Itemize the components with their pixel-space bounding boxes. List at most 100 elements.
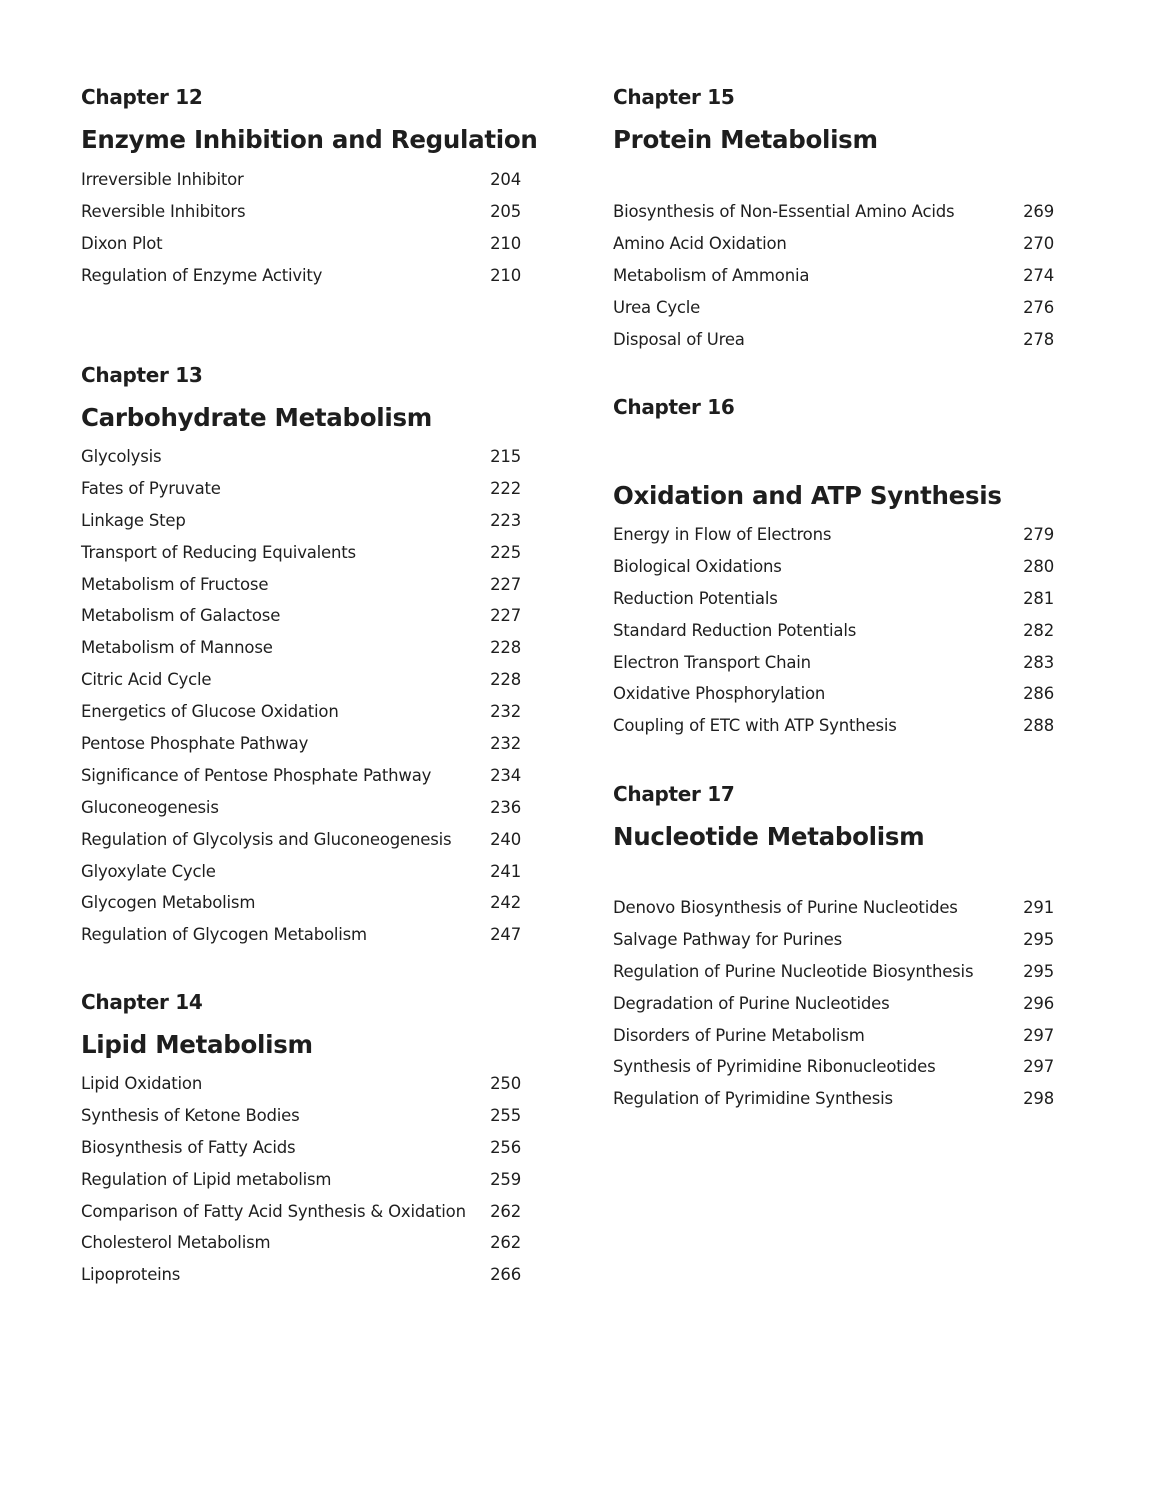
toc-entry[interactable]: Dixon Plot 210	[81, 228, 521, 260]
toc-entry[interactable]: Glycolysis 215	[81, 441, 521, 473]
entry-topic: Regulation of Glycolysis and Gluconeogen…	[81, 829, 452, 849]
entry-topic: Linkage Step	[81, 510, 186, 530]
toc-entry[interactable]: Regulation of Lipid metabolism 259	[81, 1164, 521, 1196]
toc-entry[interactable]: Biosynthesis of Non-Essential Amino Acid…	[613, 196, 1054, 228]
toc-entry[interactable]: Regulation of Purine Nucleotide Biosynth…	[613, 956, 1054, 988]
toc-entry[interactable]: Pentose Phosphate Pathway 232	[81, 728, 521, 760]
entry-topic: Coupling of ETC with ATP Synthesis	[613, 716, 897, 736]
toc-entry[interactable]: Significance of Pentose Phosphate Pathwa…	[81, 760, 521, 792]
entry-page-number: 291	[1023, 898, 1054, 917]
toc-entry[interactable]: Glyoxylate Cycle 241	[81, 856, 521, 888]
toc-entry[interactable]: Metabolism of Fructose 227	[81, 569, 521, 601]
entry-page-number: 295	[1023, 961, 1054, 981]
entry-topic: Salvage Pathway for Purines	[613, 929, 842, 949]
toc-entry[interactable]: Energetics of Glucose Oxidation 232	[81, 696, 521, 728]
entry-topic: Biosynthesis of Non-Essential Amino Acid…	[613, 202, 955, 221]
toc-entry[interactable]: Oxidative Phosphorylation 286	[613, 678, 1054, 710]
toc-entry[interactable]: Regulation of Glycogen Metabolism 247	[81, 919, 521, 951]
toc-entry[interactable]: Glycogen Metabolism 242	[81, 887, 521, 919]
entry-topic: Electron Transport Chain	[613, 652, 811, 672]
entry-page-number: 276	[1023, 297, 1054, 317]
entry-topic: Biological Oxidations	[613, 556, 782, 576]
entry-page-number: 280	[1023, 556, 1054, 576]
entry-page-number: 282	[1023, 620, 1054, 640]
entry-topic: Amino Acid Oxidation	[613, 233, 787, 253]
toc-entry[interactable]: Linkage Step 223	[81, 505, 521, 537]
entry-topic: Transport of Reducing Equivalents	[81, 542, 356, 562]
toc-entry[interactable]: Synthesis of Pyrimidine Ribonucleotides 2…	[613, 1051, 1054, 1083]
entry-page-number: 283	[1023, 652, 1054, 672]
toc-entry[interactable]: Energy in Flow of Electrons 279	[613, 519, 1054, 551]
entry-page-number: 278	[1023, 329, 1054, 349]
entry-topic: Glycolysis	[81, 447, 162, 466]
entry-topic: Glyoxylate Cycle	[81, 861, 216, 881]
entry-topic: Synthesis of Pyrimidine Ribonucleotides	[613, 1057, 936, 1077]
entry-page-number: 250	[490, 1074, 521, 1093]
entry-topic: Reversible Inhibitors	[81, 201, 246, 221]
toc-entry[interactable]: Biosynthesis of Fatty Acids 256	[81, 1132, 521, 1164]
entry-page-number: 241	[490, 861, 521, 881]
chapter-title: Enzyme Inhibition and Regulation	[81, 125, 538, 154]
entry-page-number: 262	[490, 1201, 521, 1221]
entry-topic: Degradation of Purine Nucleotides	[613, 993, 890, 1013]
toc-entry[interactable]: Salvage Pathway for Purines 295	[613, 924, 1054, 956]
toc-entry[interactable]: Lipid Oxidation 250	[81, 1068, 521, 1100]
chapter-label: Chapter 15	[613, 85, 735, 109]
entry-page-number: 288	[1023, 716, 1054, 736]
toc-entry[interactable]: Gluconeogenesis 236	[81, 792, 521, 824]
toc-entry[interactable]: Degradation of Purine Nucleotides 296	[613, 988, 1054, 1020]
toc-entry[interactable]: Disposal of Urea 278	[613, 324, 1054, 356]
chapter-label: Chapter 14	[81, 990, 203, 1014]
toc-entry[interactable]: Fates of Pyruvate 222	[81, 473, 521, 505]
entry-page-number: 279	[1023, 525, 1054, 544]
chapter-label: Chapter 17	[613, 782, 735, 806]
toc-entry[interactable]: Metabolism of Ammonia 274	[613, 260, 1054, 292]
toc-entry[interactable]: Denovo Biosynthesis of Purine Nucleotide…	[613, 892, 1054, 924]
toc-entry[interactable]: Reversible Inhibitors 205	[81, 196, 521, 228]
entry-page-number: 236	[490, 797, 521, 817]
toc-entry[interactable]: Disorders of Purine Metabolism 297	[613, 1020, 1054, 1052]
toc-entry[interactable]: Reduction Potentials 281	[613, 583, 1054, 615]
chapter-title: Carbohydrate Metabolism	[81, 403, 433, 432]
entry-page-number: 227	[490, 574, 521, 594]
entry-page-number: 262	[490, 1233, 521, 1253]
chapter-label: Chapter 16	[613, 395, 735, 419]
entry-page-number: 286	[1023, 684, 1054, 704]
toc-entry[interactable]: Standard Reduction Potentials 282	[613, 615, 1054, 647]
toc-entry[interactable]: Regulation of Glycolysis and Gluconeogen…	[81, 824, 521, 856]
toc-entry[interactable]: Biological Oxidations 280	[613, 551, 1054, 583]
toc-entry[interactable]: Cholesterol Metabolism 262	[81, 1227, 521, 1259]
toc-entry[interactable]: Transport of Reducing Equivalents 225	[81, 537, 521, 569]
toc-entry[interactable]: Regulation of Pyrimidine Synthesis 298	[613, 1083, 1054, 1115]
toc-entry[interactable]: Urea Cycle 276	[613, 292, 1054, 324]
toc-entry[interactable]: Electron Transport Chain 283	[613, 647, 1054, 679]
entry-topic: Lipid Oxidation	[81, 1074, 203, 1093]
toc-entry[interactable]: Amino Acid Oxidation 270	[613, 228, 1054, 260]
toc-entry[interactable]: Irreversible Inhibitor 204	[81, 164, 521, 196]
chapter-title: Protein Metabolism	[613, 125, 878, 154]
toc-entry[interactable]: Regulation of Enzyme Activity 210	[81, 260, 521, 292]
entry-page-number: 205	[490, 201, 521, 221]
toc-entry[interactable]: Lipoproteins 266	[81, 1259, 521, 1291]
toc-entry[interactable]: Coupling of ETC with ATP Synthesis 288	[613, 710, 1054, 742]
toc-entry[interactable]: Comparison of Fatty Acid Synthesis & Oxi…	[81, 1196, 521, 1228]
entry-topic: Disorders of Purine Metabolism	[613, 1025, 865, 1045]
entry-page-number: 256	[490, 1137, 521, 1157]
toc-entry[interactable]: Metabolism of Galactose 227	[81, 600, 521, 632]
entry-page-number: 232	[490, 702, 521, 722]
toc-entry[interactable]: Metabolism of Mannose 228	[81, 632, 521, 664]
entry-topic: Pentose Phosphate Pathway	[81, 734, 309, 754]
toc-entry[interactable]: Citric Acid Cycle 228	[81, 664, 521, 696]
entry-topic: Regulation of Glycogen Metabolism	[81, 925, 367, 945]
entry-topic: Denovo Biosynthesis of Purine Nucleotide…	[613, 898, 958, 917]
entry-list: Denovo Biosynthesis of Purine Nucleotide…	[613, 892, 1054, 1115]
entry-page-number: 259	[490, 1169, 521, 1189]
entry-page-number: 227	[490, 606, 521, 626]
entry-topic: Citric Acid Cycle	[81, 670, 212, 690]
entry-topic: Significance of Pentose Phosphate Pathwa…	[81, 765, 432, 785]
toc-entry[interactable]: Synthesis of Ketone Bodies 255	[81, 1100, 521, 1132]
entry-topic: Lipoproteins	[81, 1265, 181, 1285]
entry-topic: Metabolism of Mannose	[81, 638, 273, 658]
entry-page-number: 240	[490, 829, 521, 849]
entry-page-number: 274	[1023, 265, 1054, 285]
